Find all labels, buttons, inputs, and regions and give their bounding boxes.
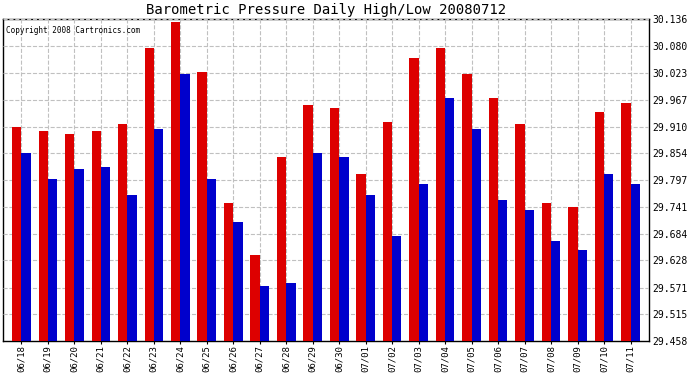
Bar — [286, 283, 295, 341]
Bar — [144, 48, 154, 341]
Bar — [250, 255, 259, 341]
Bar — [39, 131, 48, 341]
Bar — [101, 167, 110, 341]
Bar — [622, 103, 631, 341]
Bar — [366, 195, 375, 341]
Bar — [75, 170, 83, 341]
Bar — [409, 58, 419, 341]
Bar — [436, 48, 445, 341]
Bar — [551, 240, 560, 341]
Bar — [631, 184, 640, 341]
Bar — [171, 22, 180, 341]
Bar — [207, 179, 216, 341]
Bar — [595, 112, 604, 341]
Bar — [233, 222, 242, 341]
Bar — [419, 184, 428, 341]
Bar — [48, 179, 57, 341]
Bar — [197, 72, 207, 341]
Bar — [277, 158, 286, 341]
Bar — [339, 158, 348, 341]
Bar — [92, 131, 101, 341]
Bar — [578, 250, 587, 341]
Bar — [515, 124, 524, 341]
Bar — [357, 174, 366, 341]
Bar — [313, 153, 322, 341]
Bar — [330, 108, 339, 341]
Bar — [472, 129, 481, 341]
Bar — [542, 202, 551, 341]
Bar — [304, 105, 313, 341]
Bar — [259, 286, 269, 341]
Bar — [462, 74, 472, 341]
Bar — [21, 153, 30, 341]
Bar — [498, 200, 507, 341]
Title: Barometric Pressure Daily High/Low 20080712: Barometric Pressure Daily High/Low 20080… — [146, 3, 506, 17]
Bar — [180, 74, 190, 341]
Bar — [118, 124, 127, 341]
Bar — [224, 202, 233, 341]
Text: Copyright 2008 Cartronics.com: Copyright 2008 Cartronics.com — [6, 26, 140, 35]
Bar — [569, 207, 578, 341]
Bar — [392, 236, 402, 341]
Bar — [383, 122, 392, 341]
Bar — [12, 127, 21, 341]
Bar — [604, 174, 613, 341]
Bar — [489, 98, 498, 341]
Bar — [154, 129, 163, 341]
Bar — [524, 210, 534, 341]
Bar — [445, 98, 455, 341]
Bar — [127, 195, 137, 341]
Bar — [65, 134, 75, 341]
